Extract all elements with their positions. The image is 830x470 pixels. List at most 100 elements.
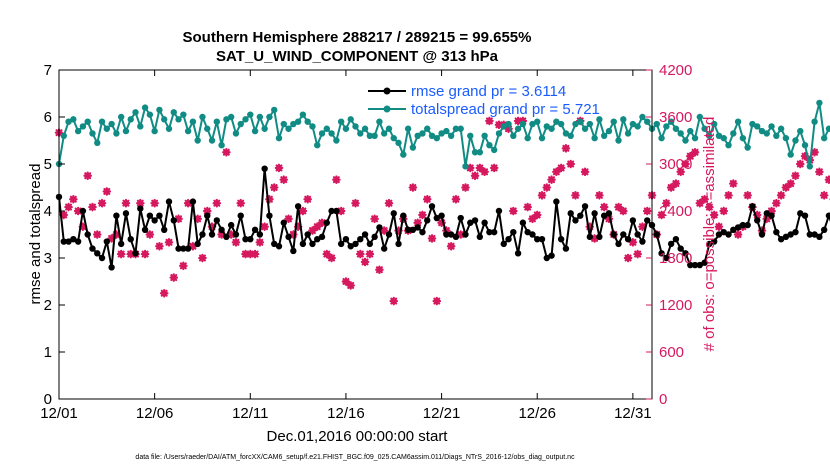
assimilated-point xyxy=(676,167,685,177)
rmse-point xyxy=(634,231,641,238)
totalspread-point xyxy=(89,130,96,137)
series-totalspread xyxy=(55,99,830,170)
totalspread-point xyxy=(706,132,713,139)
assimilated-point xyxy=(819,191,829,200)
rmse-point xyxy=(113,212,120,219)
totalspread-point xyxy=(548,125,555,132)
totalspread-point xyxy=(500,123,507,130)
totalspread-point xyxy=(395,139,402,147)
totalspread-point xyxy=(242,116,249,123)
assimilated-point xyxy=(360,257,370,267)
totalspread-point xyxy=(720,134,727,142)
totalspread-point xyxy=(103,125,111,132)
rmse-point xyxy=(715,231,723,238)
rmse-point xyxy=(299,240,307,248)
assimilated-point xyxy=(795,159,805,169)
assimilated-point xyxy=(346,281,356,290)
y-tick-label: 1 xyxy=(44,344,52,361)
rmse-point xyxy=(777,236,785,243)
rmse-point xyxy=(266,212,273,219)
rmse-point xyxy=(825,212,830,219)
rmse-point xyxy=(490,228,498,236)
rmse-point xyxy=(495,207,503,215)
rmse-point xyxy=(758,231,766,238)
y-tick-label: 7 xyxy=(44,62,52,79)
totalspread-point xyxy=(586,120,594,128)
rmse-point xyxy=(476,233,484,241)
rmse-point xyxy=(467,219,474,226)
totalspread-point xyxy=(333,137,340,144)
rmse-point xyxy=(347,243,354,250)
totalspread-point xyxy=(629,120,637,128)
rmse-point xyxy=(251,226,259,233)
assimilated-point xyxy=(293,222,303,231)
totalspread-point xyxy=(782,134,790,142)
rmse-point xyxy=(725,231,732,238)
rmse-point xyxy=(562,245,570,252)
assimilated-point xyxy=(188,241,198,251)
rmse-point xyxy=(304,231,311,238)
rmse-point xyxy=(184,245,192,252)
assimilated-point xyxy=(97,198,107,208)
totalspread-point xyxy=(165,125,173,132)
assimilated-point xyxy=(705,202,714,212)
rmse-point xyxy=(314,236,321,243)
rmse-point xyxy=(89,245,96,252)
assimilated-point xyxy=(451,194,461,204)
rmse-point xyxy=(744,221,751,229)
rmse-point xyxy=(706,240,713,248)
assimilated-point xyxy=(140,249,150,259)
totalspread-point xyxy=(529,120,536,128)
legend-label-totalspread: totalspread grand pr = 5.721 xyxy=(411,101,600,118)
totalspread-point xyxy=(538,134,546,142)
y-tick-label-right: 600 xyxy=(659,344,684,361)
assimilated-point xyxy=(322,249,332,259)
rmse-point xyxy=(591,210,598,217)
rmse-point xyxy=(165,198,173,205)
rmse-point xyxy=(710,238,718,245)
assimilated-point xyxy=(781,183,791,192)
totalspread-point xyxy=(424,125,431,132)
assimilated-point xyxy=(236,198,246,208)
rmse-point xyxy=(376,224,383,231)
rmse-point xyxy=(605,210,613,217)
totalspread-point xyxy=(653,120,660,128)
rmse-point xyxy=(156,212,163,219)
rmse-point xyxy=(443,231,450,238)
totalspread-point xyxy=(577,118,584,125)
rmse-point xyxy=(801,212,809,219)
rmse-point xyxy=(734,224,742,231)
assimilated-point xyxy=(532,210,542,220)
assimilated-point xyxy=(112,230,121,239)
ticks-layer: 12/01 12/06 12/11 12/16 12/21 12/26 12/31 0 1 2 3 4… xyxy=(40,62,692,422)
rmse-point xyxy=(658,250,665,257)
assimilated-point xyxy=(446,241,456,251)
assimilated-point xyxy=(341,277,351,286)
totalspread-point xyxy=(113,130,120,137)
assimilated-point xyxy=(73,206,83,216)
rmse-point xyxy=(256,231,264,238)
totalspread-point xyxy=(734,118,742,125)
assimilated-point xyxy=(552,167,561,177)
assimilated-point xyxy=(92,230,102,239)
assimilated-point xyxy=(351,198,360,208)
totalspread-point xyxy=(811,118,818,125)
rmse-point xyxy=(543,254,550,262)
rmse-point xyxy=(400,212,407,219)
totalspread-point xyxy=(754,123,761,130)
y-tick-label: 5 xyxy=(44,156,52,173)
assimilated-point xyxy=(767,206,776,216)
totalspread-point xyxy=(314,142,321,149)
totalspread-point xyxy=(744,144,751,151)
totalspread-point xyxy=(366,132,374,139)
y-tick-label: 2 xyxy=(44,297,52,314)
totalspread-point xyxy=(271,106,278,114)
totalspread-point xyxy=(710,120,718,128)
totalspread-point xyxy=(146,111,154,118)
rmse-point xyxy=(247,236,254,243)
rmse-point xyxy=(524,228,531,236)
x-tick-label: 12/16 xyxy=(327,405,365,422)
y-tick-label-right: 1200 xyxy=(659,297,692,314)
totalspread-point xyxy=(816,99,823,107)
